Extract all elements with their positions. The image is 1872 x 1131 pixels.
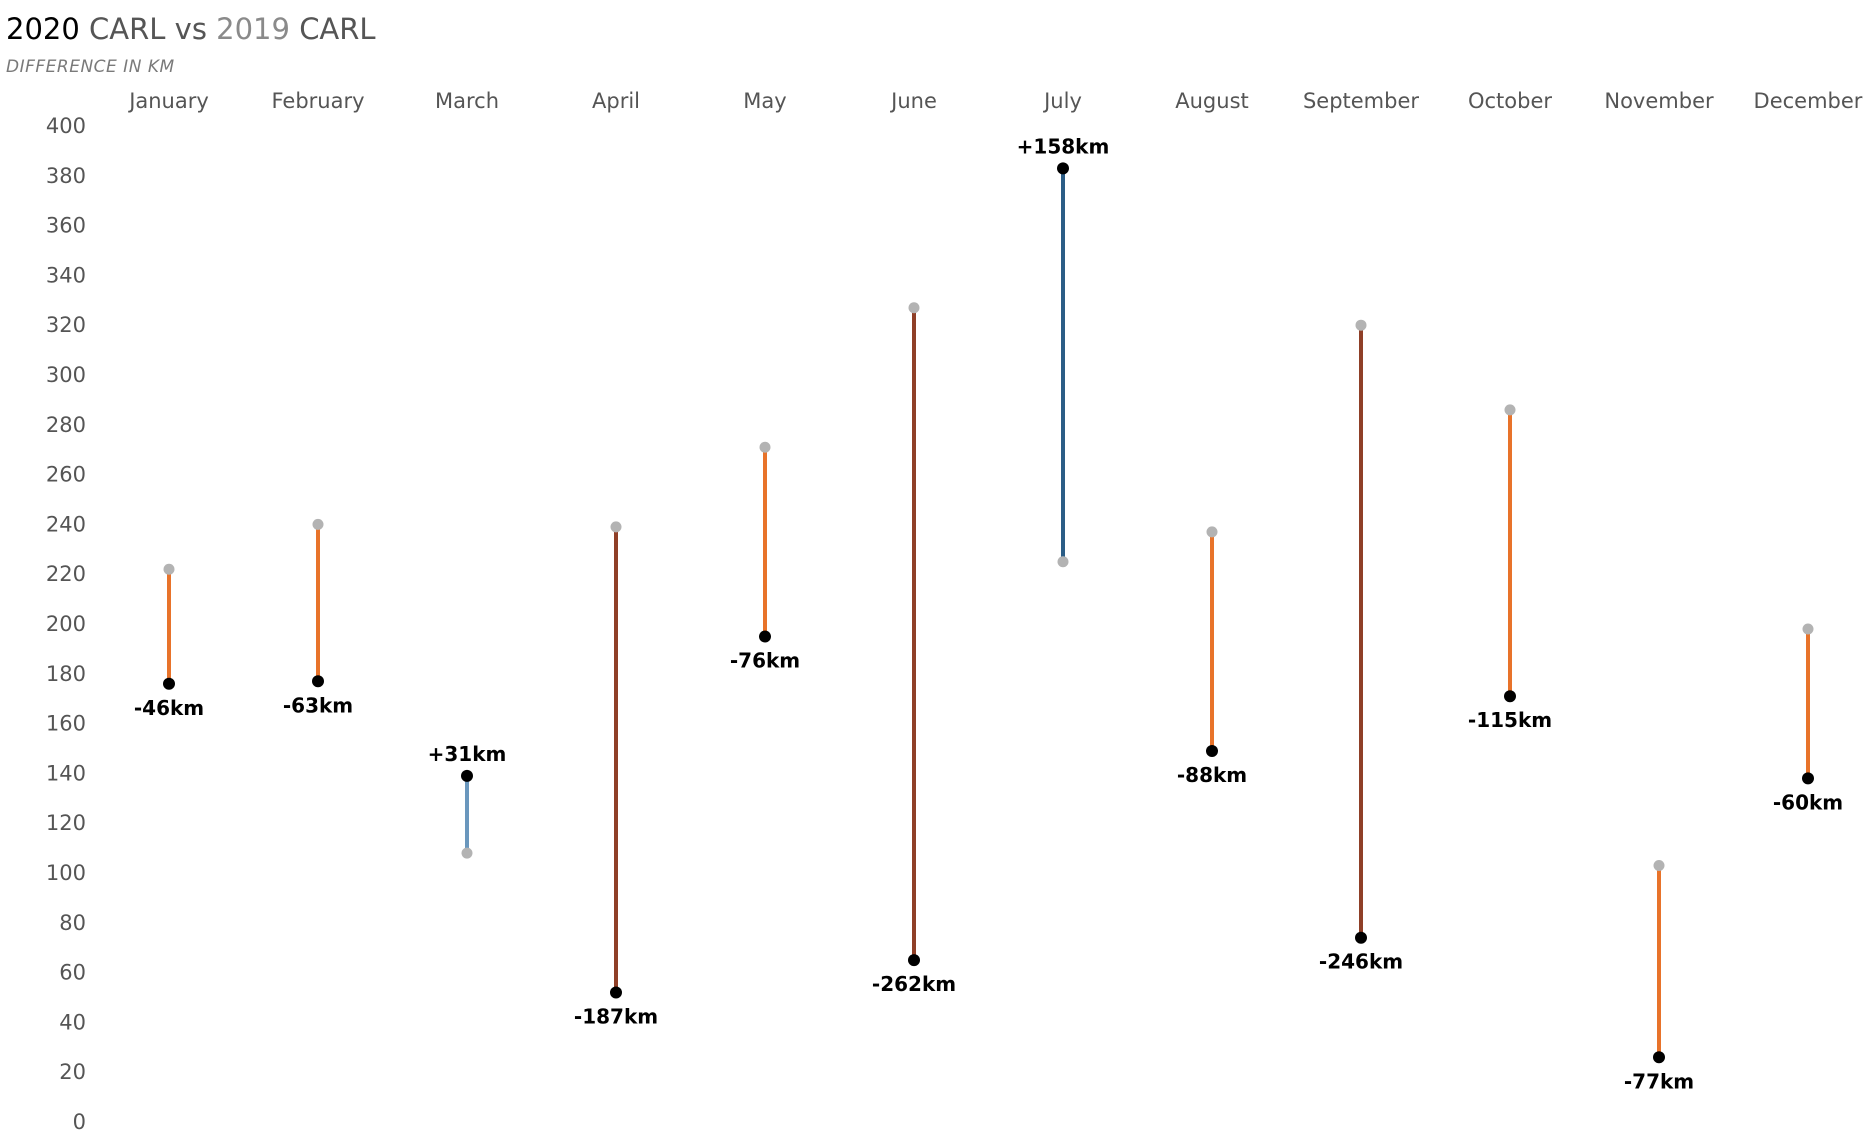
y-tick-label: 0	[73, 1110, 86, 1131]
y-tick-label: 40	[59, 1010, 86, 1034]
point-2019-january	[163, 563, 175, 575]
point-2019-october	[1504, 404, 1516, 416]
month-label-june: June	[889, 89, 937, 113]
point-2020-september	[1355, 931, 1367, 944]
title-carl-2020: CARL	[89, 12, 166, 46]
difference-label-may: -76km	[730, 648, 800, 672]
y-tick-label: 160	[46, 712, 86, 736]
y-tick-label: 200	[46, 612, 86, 636]
y-tick-label: 60	[59, 961, 86, 985]
y-tick-label: 400	[46, 114, 86, 138]
month-labels: January February March April May June July Augu…	[127, 89, 1863, 113]
point-2020-may	[759, 630, 771, 643]
difference-label-march: +31km	[428, 742, 507, 766]
y-tick-label: 80	[59, 911, 86, 935]
y-tick-label: 320	[46, 313, 86, 337]
title-carl-2019: CARL	[299, 12, 376, 46]
chart-subtitle: DIFFERENCE IN KM	[6, 57, 175, 77]
point-2020-november	[1653, 1051, 1665, 1064]
point-2019-november	[1653, 860, 1665, 872]
dumbbells: -46km -63km +31km -187km -76km -262km +158km -8…	[134, 134, 1843, 1093]
difference-label-june: -262km	[872, 972, 956, 996]
month-label-january: January	[127, 89, 209, 113]
point-2020-january	[163, 677, 175, 690]
difference-label-september: -246km	[1319, 950, 1403, 974]
point-2020-april	[610, 986, 622, 999]
month-label-december: December	[1754, 89, 1863, 113]
y-tick-label: 240	[46, 512, 86, 536]
difference-label-november: -77km	[1624, 1069, 1694, 1093]
point-2020-july	[1057, 162, 1069, 175]
point-2020-march	[461, 769, 473, 782]
y-tick-label: 220	[46, 562, 86, 586]
y-tick-label: 380	[46, 164, 86, 188]
y-tick-label: 340	[46, 263, 86, 287]
y-tick-label: 140	[46, 761, 86, 785]
y-tick-label: 120	[46, 811, 86, 835]
point-2019-september	[1355, 319, 1367, 331]
y-tick-label: 300	[46, 363, 86, 387]
difference-label-april: -187km	[574, 1005, 658, 1029]
point-2019-may	[759, 441, 771, 453]
y-tick-label: 280	[46, 413, 86, 437]
month-label-february: February	[271, 89, 364, 113]
month-label-october: October	[1468, 89, 1552, 113]
title-year-2019: 2019	[216, 12, 290, 46]
y-tick-label: 260	[46, 463, 86, 487]
difference-label-august: -88km	[1177, 763, 1247, 787]
point-2019-august	[1206, 526, 1218, 538]
difference-label-january: -46km	[134, 696, 204, 720]
month-label-september: September	[1303, 89, 1419, 113]
month-label-july: July	[1042, 89, 1082, 113]
month-label-may: May	[743, 89, 786, 113]
point-2019-march	[461, 847, 473, 859]
chart-title: 2020 CARL vs 2019 CARL	[6, 12, 376, 46]
point-2019-july	[1057, 556, 1069, 568]
point-2020-august	[1206, 744, 1218, 757]
difference-label-december: -60km	[1773, 790, 1843, 814]
month-label-march: March	[435, 89, 499, 113]
title-vs: vs	[174, 12, 207, 46]
point-2020-october	[1504, 690, 1516, 703]
month-label-august: August	[1175, 89, 1249, 113]
y-axis: 0 20 40 60 80 100 120 140 160 180 200 220 240 260 280 3…	[46, 114, 86, 1131]
y-tick-label: 100	[46, 861, 86, 885]
title-year-2020: 2020	[6, 12, 80, 46]
month-label-november: November	[1604, 89, 1714, 113]
point-2020-june	[908, 954, 920, 967]
point-2019-december	[1802, 623, 1814, 635]
difference-label-october: -115km	[1468, 708, 1552, 732]
y-tick-label: 20	[59, 1060, 86, 1084]
y-tick-label: 360	[46, 214, 86, 238]
difference-label-february: -63km	[283, 693, 353, 717]
point-2020-december	[1802, 772, 1814, 785]
point-2019-april	[610, 521, 622, 533]
difference-label-july: +158km	[1017, 134, 1110, 158]
point-2020-february	[312, 675, 324, 688]
point-2019-june	[908, 302, 920, 314]
y-tick-label: 180	[46, 662, 86, 686]
month-label-april: April	[592, 89, 640, 113]
point-2019-february	[312, 518, 324, 530]
